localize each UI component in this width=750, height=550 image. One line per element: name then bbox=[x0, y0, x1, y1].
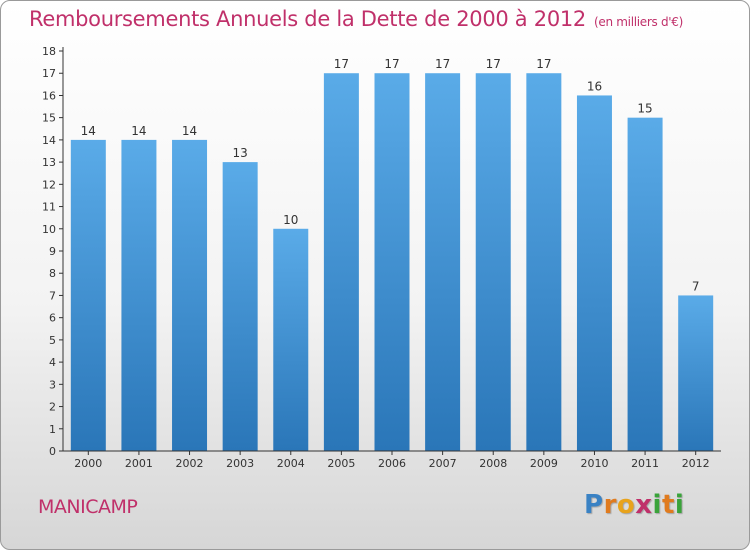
bar-value-label: 17 bbox=[334, 57, 349, 71]
x-tick-label: 2003 bbox=[226, 457, 254, 470]
logo-letter: P bbox=[584, 490, 604, 520]
logo-letter: o bbox=[616, 490, 636, 520]
logo-letter: x bbox=[635, 490, 653, 520]
y-tick-label: 17 bbox=[42, 67, 56, 80]
bar-2000 bbox=[70, 139, 106, 451]
y-tick-label: 14 bbox=[42, 134, 56, 147]
bar-value-label: 13 bbox=[233, 146, 248, 160]
y-tick-label: 9 bbox=[49, 245, 56, 258]
bar-value-label: 10 bbox=[283, 213, 298, 227]
x-tick-label: 2012 bbox=[682, 457, 710, 470]
bars: 14 14 14 13 10 17 17 17 17 17 16 15 7 bbox=[70, 57, 714, 452]
chart-title: Remboursements Annuels de la Dette de 20… bbox=[29, 7, 683, 31]
commune-name: MANICAMP bbox=[38, 496, 138, 518]
title-text: Remboursements Annuels de la Dette de 20… bbox=[29, 7, 586, 31]
bar-value-label: 17 bbox=[384, 57, 399, 71]
y-tick-label: 8 bbox=[49, 267, 56, 280]
logo-letter: i bbox=[652, 490, 662, 520]
x-tick-label: 2007 bbox=[429, 457, 457, 470]
bar-value-label: 16 bbox=[587, 79, 602, 93]
bar-2006 bbox=[374, 73, 410, 451]
y-tick-label: 15 bbox=[42, 112, 56, 125]
y-tick-label: 6 bbox=[49, 312, 56, 325]
bar-2004 bbox=[273, 228, 309, 451]
y-tick-label: 0 bbox=[49, 445, 56, 458]
proxiti-logo: Proxiti bbox=[584, 490, 684, 520]
x-tick-label: 2006 bbox=[378, 457, 406, 470]
y-tick-label: 1 bbox=[49, 423, 56, 436]
y-tick-label: 4 bbox=[49, 356, 56, 369]
x-tick-label: 2009 bbox=[530, 457, 558, 470]
y-tick-label: 11 bbox=[42, 201, 56, 214]
y-tick-label: 18 bbox=[42, 45, 56, 58]
x-tick-label: 2004 bbox=[277, 457, 305, 470]
bar-2009 bbox=[526, 73, 562, 451]
bar-value-label: 7 bbox=[692, 279, 700, 293]
bar-value-label: 14 bbox=[182, 124, 197, 138]
y-tick-label: 5 bbox=[49, 334, 56, 347]
x-tick-label: 2005 bbox=[327, 457, 355, 470]
y-tick-label: 2 bbox=[49, 401, 56, 414]
bar-2005 bbox=[323, 73, 359, 451]
y-tick-label: 12 bbox=[42, 178, 56, 191]
x-tick-label: 2000 bbox=[74, 457, 102, 470]
bar-value-label: 15 bbox=[637, 102, 652, 116]
title-unit: (en milliers d'€) bbox=[594, 15, 684, 29]
x-tick-label: 2002 bbox=[176, 457, 204, 470]
y-tick-label: 16 bbox=[42, 89, 56, 102]
bar-value-label: 17 bbox=[536, 57, 551, 71]
x-tick-label: 2001 bbox=[125, 457, 153, 470]
bar-value-label: 17 bbox=[486, 57, 501, 71]
bar-2007 bbox=[425, 73, 461, 451]
y-tick-label: 13 bbox=[42, 156, 56, 169]
y-tick-label: 10 bbox=[42, 223, 56, 236]
logo-letter: i bbox=[674, 490, 685, 520]
bar-value-label: 14 bbox=[131, 124, 146, 138]
bar-value-label: 17 bbox=[435, 57, 450, 71]
y-tick-label: 7 bbox=[49, 289, 56, 302]
bar-2011 bbox=[627, 117, 663, 452]
x-tick-label: 2010 bbox=[580, 457, 608, 470]
bar-2012 bbox=[678, 295, 714, 451]
x-tick-label: 2008 bbox=[479, 457, 507, 470]
logo-letter: r bbox=[603, 490, 617, 520]
x-axis: 2000 2001 2002 2003 2004 2005 2006 2007 2008 2009… bbox=[59, 450, 721, 470]
bar-2002 bbox=[172, 139, 208, 451]
y-tick-label: 3 bbox=[49, 378, 56, 391]
bar-2001 bbox=[121, 139, 157, 451]
bar-2003 bbox=[222, 162, 258, 451]
x-tick-label: 2011 bbox=[631, 457, 659, 470]
bar-2008 bbox=[475, 73, 511, 451]
logo-letter: t bbox=[661, 490, 675, 520]
bar-2010 bbox=[576, 95, 612, 451]
bar-value-label: 14 bbox=[81, 124, 96, 138]
